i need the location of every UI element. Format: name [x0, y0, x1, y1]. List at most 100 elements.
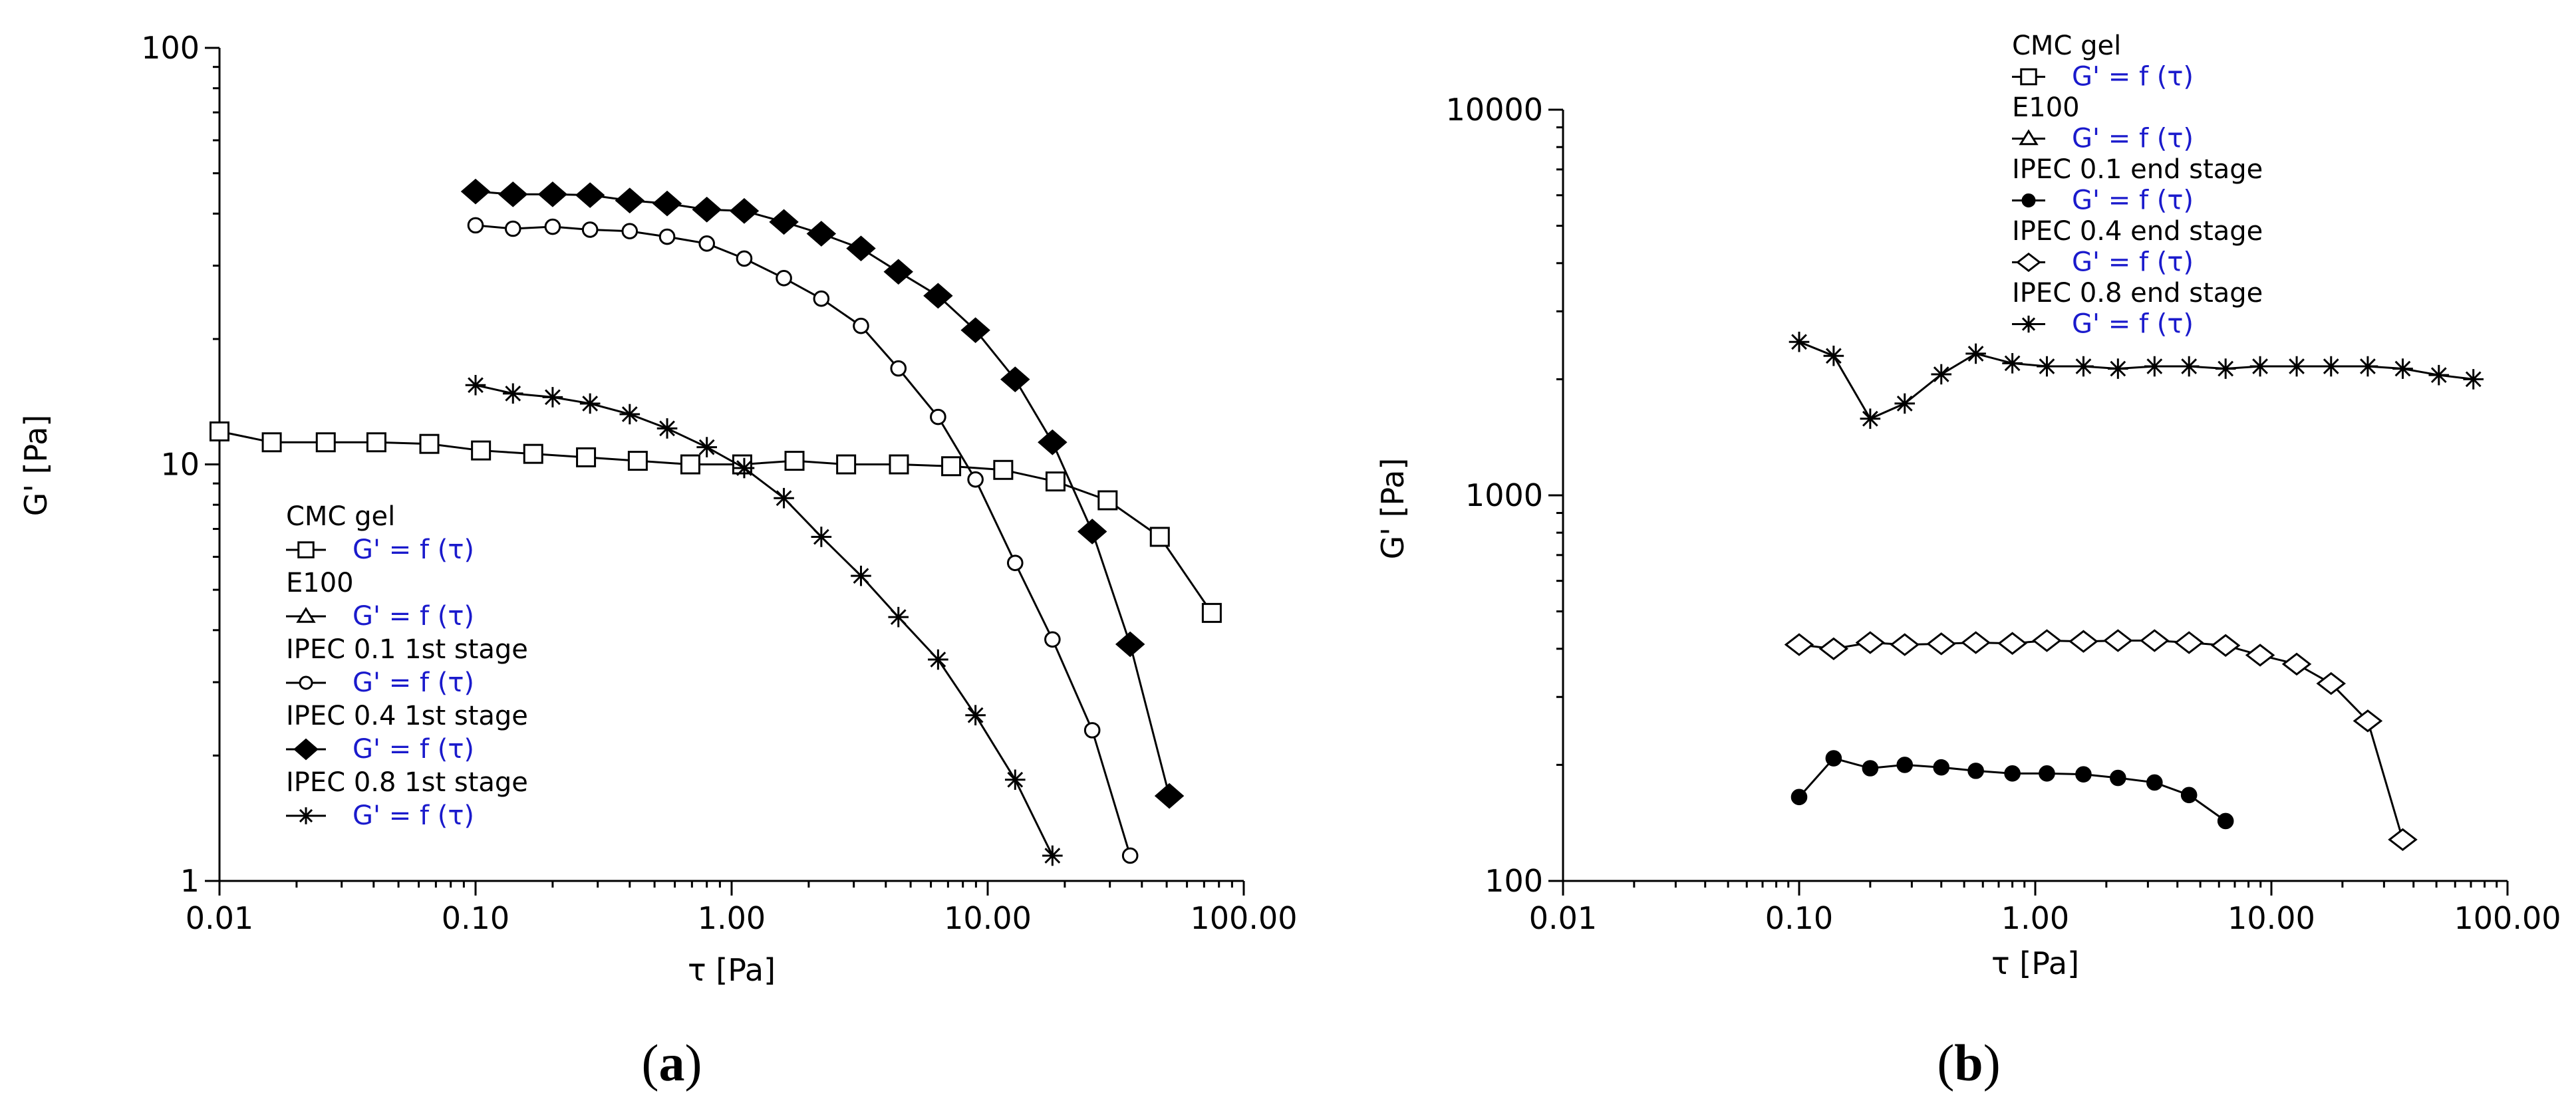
data-point	[2069, 630, 2098, 653]
data-point	[261, 432, 282, 453]
data-point	[502, 383, 523, 404]
legend-entry-name: CMC gel	[286, 501, 395, 532]
legend-entry-name: CMC gel	[2012, 31, 2121, 61]
data-point	[544, 218, 561, 235]
legend-marker	[2021, 193, 2036, 207]
data-point	[504, 220, 521, 237]
data-point	[1860, 408, 1881, 429]
data-point	[576, 447, 597, 467]
data-point	[1115, 631, 1145, 658]
data-point	[2110, 769, 2126, 787]
data-point	[1154, 783, 1185, 809]
data-point	[930, 408, 946, 426]
data-point	[2075, 766, 2092, 783]
legend-marker	[2020, 315, 2037, 333]
data-point	[1931, 364, 1952, 385]
data-point	[2180, 787, 2198, 804]
data-point	[960, 317, 990, 343]
legend-function-label: G' = f (τ)	[353, 668, 474, 698]
x-axis-label: τ [Pa]	[688, 952, 776, 988]
legend-function-label: G' = f (τ)	[2072, 62, 2194, 92]
y-axis-label: G' [Pa]	[18, 415, 54, 517]
data-point	[315, 432, 336, 453]
data-point	[1933, 759, 1950, 776]
data-point	[537, 181, 568, 207]
series-line	[1798, 640, 2404, 840]
legend-marker	[2016, 252, 2041, 273]
data-point	[806, 221, 837, 247]
data-point	[2073, 356, 2094, 377]
data-point	[1965, 343, 1986, 364]
y-tick-label: 1	[180, 863, 200, 899]
data-point	[366, 432, 386, 453]
legend-entry-name: IPEC 0.4 end stage	[2012, 216, 2263, 247]
data-point	[627, 451, 648, 471]
series-a-3	[460, 178, 1185, 809]
data-point	[2178, 356, 2200, 377]
x-tick-label: 10.00	[944, 900, 1032, 936]
data-point	[811, 527, 832, 547]
data-point	[2210, 634, 2241, 658]
x-tick-label: 0.10	[1765, 900, 1833, 936]
panel-a: 1 10 100 0.01 0.10 1.00 10.00 100.00 τ [Pa] G' [P…	[18, 30, 1297, 1092]
data-point	[656, 418, 678, 439]
data-point	[1823, 345, 1844, 366]
series-b-3	[1784, 629, 2418, 852]
legend-function-label: G' = f (τ)	[353, 601, 474, 632]
data-point	[652, 190, 682, 217]
data-point	[2217, 812, 2234, 830]
data-point	[853, 317, 869, 334]
x-tick-label: 0.01	[1529, 900, 1597, 936]
data-point	[621, 223, 639, 240]
legend-function-label: G' = f (τ)	[2072, 309, 2194, 340]
legend-entry-name: IPEC 0.8 1st stage	[286, 767, 528, 798]
data-point	[1077, 519, 1107, 545]
data-point	[2103, 629, 2133, 652]
data-point	[210, 421, 229, 441]
legend-marker	[299, 675, 313, 690]
x-tick-label: 1.00	[698, 900, 766, 936]
legend-marker	[2020, 68, 2037, 86]
data-point	[1042, 845, 1063, 866]
legend-function-label: G' = f (τ)	[2072, 185, 2194, 216]
data-point	[471, 440, 492, 461]
x-axis-label: τ [Pa]	[1991, 945, 2079, 981]
data-point	[1083, 722, 1101, 739]
data-point	[836, 454, 857, 475]
data-point	[2316, 672, 2347, 695]
data-point	[575, 182, 605, 208]
y-tick-label: 100	[141, 30, 200, 66]
legend-function-label: G' = f (τ)	[2072, 247, 2194, 278]
data-point	[2174, 631, 2204, 654]
data-point	[467, 217, 484, 234]
data-point	[1862, 760, 1879, 777]
data-point	[923, 283, 953, 309]
data-point	[465, 374, 486, 396]
panel-label: (b)	[1937, 1034, 2000, 1092]
data-point	[941, 456, 962, 477]
data-point	[2002, 353, 2023, 374]
data-point	[692, 196, 722, 223]
legend-function-label: G' = f (τ)	[353, 535, 474, 565]
series-a-2	[467, 217, 1139, 864]
x-tick-label: 100.00	[1191, 900, 1298, 936]
data-point	[619, 404, 641, 425]
data-point	[1818, 637, 1849, 661]
x-tick-label: 100.00	[2454, 900, 2561, 936]
data-point	[2108, 358, 2128, 379]
series-a-4	[465, 374, 1063, 866]
series-line	[475, 224, 1131, 856]
legend-entry-name: E100	[2012, 92, 2080, 123]
data-point	[615, 187, 645, 213]
data-point	[2463, 369, 2484, 390]
data-point	[542, 387, 563, 408]
y-tick-label: 1000	[1465, 477, 1543, 513]
data-point	[1825, 750, 1842, 767]
data-point	[1038, 429, 1068, 455]
data-point	[1926, 632, 1956, 656]
series-b-4	[1789, 331, 2484, 429]
data-point	[2281, 652, 2312, 676]
data-point	[2032, 629, 2062, 652]
data-point	[729, 197, 760, 224]
